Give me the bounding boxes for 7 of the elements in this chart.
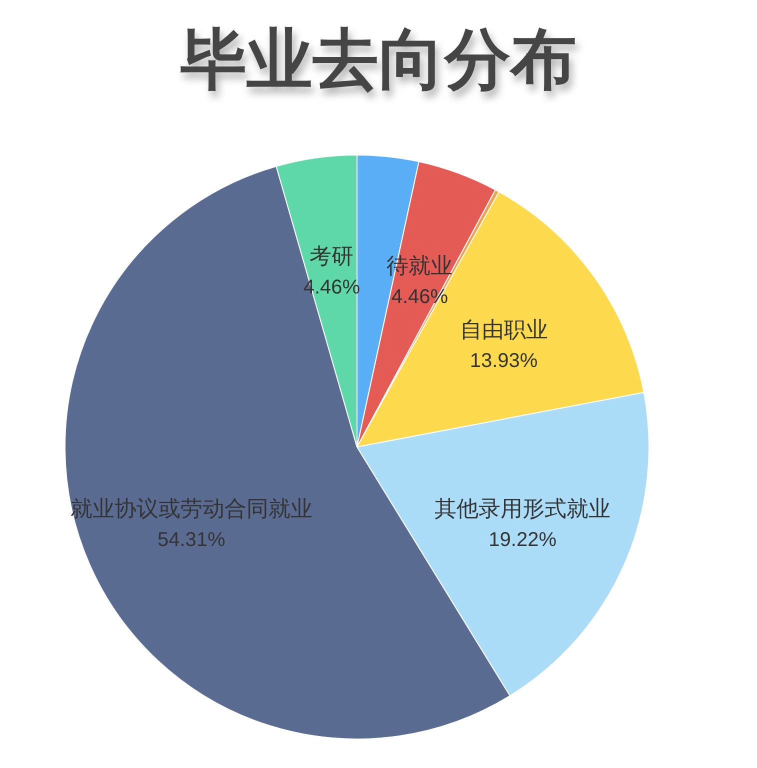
data-label: 13.93% — [470, 350, 538, 372]
slice-label: 考研 — [310, 244, 354, 269]
chart-title: 毕业去向分布 — [180, 22, 576, 96]
slice-label: 其他录用形式就业 — [434, 496, 611, 522]
data-label: 19.22% — [488, 529, 557, 552]
data-label: 54.31% — [157, 529, 226, 552]
slice-label: 自由职业 — [460, 317, 548, 342]
